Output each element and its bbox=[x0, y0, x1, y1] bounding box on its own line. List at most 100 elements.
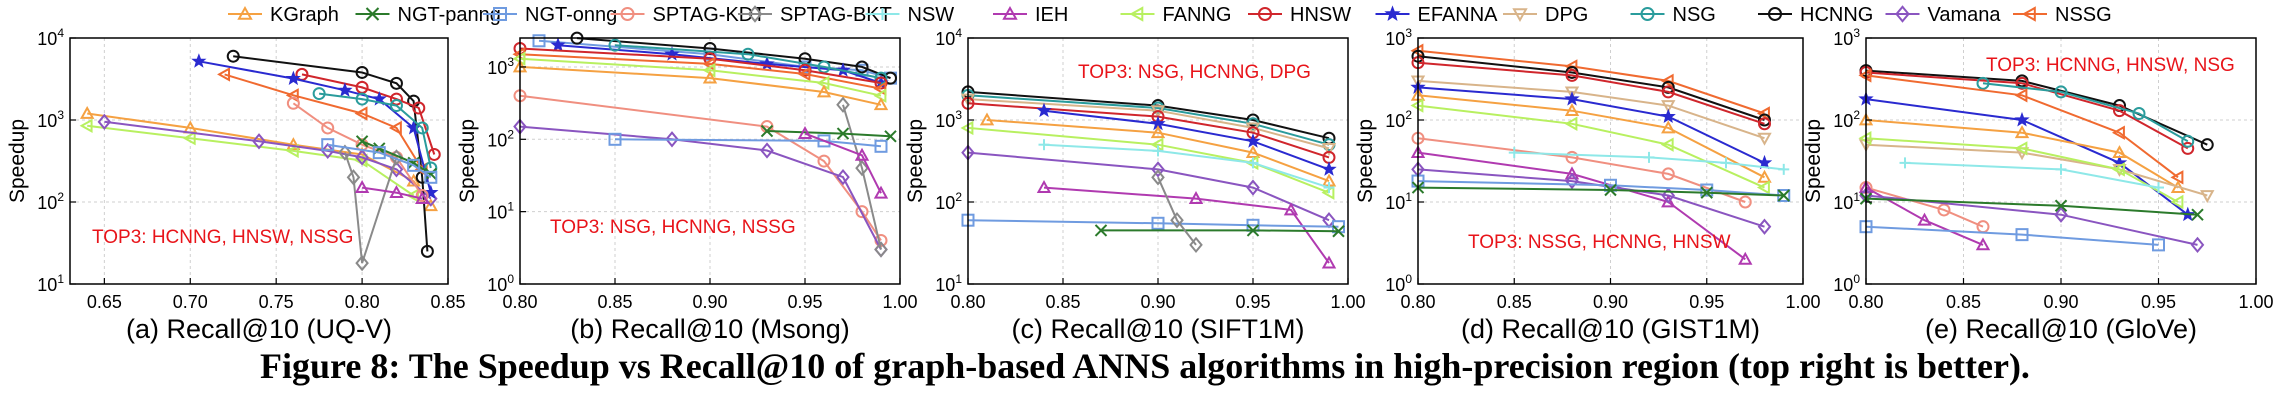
data-point bbox=[286, 137, 301, 151]
y-axis-label: Speedup bbox=[1354, 119, 1377, 203]
data-point bbox=[1151, 169, 1165, 186]
series-ieh bbox=[1036, 180, 1337, 269]
x-tick-label: 1.00 bbox=[2238, 292, 2273, 312]
data-point bbox=[415, 121, 429, 135]
data-point bbox=[1150, 125, 1166, 139]
data-point bbox=[2152, 238, 2165, 252]
legend-item: NSG bbox=[1630, 4, 1716, 26]
data-point bbox=[817, 134, 831, 148]
y-tick-label: 100 bbox=[1385, 272, 1412, 295]
x-tick-label: 0.90 bbox=[1140, 292, 1175, 312]
data-point bbox=[1246, 224, 1260, 237]
legend-label: NGT-onng bbox=[525, 4, 617, 26]
legend-marker bbox=[876, 8, 889, 20]
data-point bbox=[1700, 186, 1713, 199]
data-point bbox=[285, 70, 301, 86]
series-line bbox=[1417, 86, 1765, 164]
data-point bbox=[1661, 194, 1676, 208]
legend-label: SPTAG-BKT bbox=[780, 4, 892, 26]
series-vamana bbox=[1411, 161, 1772, 235]
legend-label: SPTAG-KDT bbox=[653, 4, 766, 26]
data-point bbox=[2054, 206, 2068, 223]
y-tick-label: 102 bbox=[1833, 108, 1860, 131]
x-tick-label: 0.65 bbox=[87, 292, 122, 312]
series-line bbox=[87, 124, 415, 197]
data-point bbox=[1321, 143, 1337, 156]
legend-marker bbox=[493, 7, 507, 21]
series-line bbox=[1417, 94, 1765, 179]
series-line bbox=[1865, 71, 2189, 150]
series-ngt-panng bbox=[1411, 181, 1790, 202]
series-line bbox=[1417, 104, 1765, 189]
legend-label: HCNNG bbox=[1800, 4, 1873, 26]
series-line bbox=[1043, 109, 1330, 171]
data-point bbox=[873, 185, 889, 199]
series-ieh bbox=[797, 126, 889, 199]
data-point bbox=[346, 169, 361, 186]
series-line bbox=[1043, 143, 1330, 189]
series-line bbox=[967, 102, 1330, 159]
data-point bbox=[1323, 182, 1335, 194]
x-tick-label: 1.00 bbox=[1785, 292, 1820, 312]
panel-caption: (e) Recall@10 (GloVe) bbox=[1925, 314, 2197, 344]
data-point bbox=[424, 167, 438, 181]
data-point bbox=[550, 37, 566, 52]
data-point bbox=[1899, 157, 1911, 169]
series-ngt-onng bbox=[1859, 220, 2165, 252]
top3-annotation: TOP3: NSG, HCNNG, NSSG bbox=[550, 217, 796, 238]
data-point bbox=[389, 185, 404, 199]
data-point bbox=[406, 188, 420, 203]
legend-item: EFANNA bbox=[1375, 4, 1498, 26]
data-point bbox=[1036, 180, 1052, 193]
x-tick-label: 0.80 bbox=[345, 292, 380, 312]
data-point bbox=[760, 124, 774, 138]
series-ngt-panng bbox=[1859, 192, 2204, 221]
data-point bbox=[1565, 68, 1579, 82]
series-kgraph bbox=[1410, 87, 1772, 183]
data-point bbox=[415, 189, 429, 203]
series-vamana bbox=[1859, 187, 2205, 254]
data-point bbox=[2055, 163, 2067, 175]
data-point bbox=[741, 47, 755, 61]
data-point bbox=[412, 101, 426, 115]
y-axis-label: Speedup bbox=[456, 119, 479, 203]
series-efanna bbox=[1036, 102, 1337, 176]
legend-label: NGT-panng bbox=[398, 4, 501, 26]
data-point bbox=[337, 82, 353, 97]
chart-panels: 0.65 0.70 0.75 0.80 0.85 101 102 103 104 Speedup T… bbox=[6, 26, 2274, 344]
data-point bbox=[1321, 161, 1337, 176]
data-point bbox=[355, 65, 369, 79]
series-line bbox=[1417, 186, 1784, 197]
series-line bbox=[198, 60, 432, 193]
data-point bbox=[1094, 224, 1108, 237]
data-point bbox=[1661, 85, 1675, 99]
x-tick-label: 0.95 bbox=[2141, 292, 2176, 312]
series-line bbox=[1417, 55, 1765, 121]
series-hcnng bbox=[1859, 64, 2214, 152]
series-line bbox=[1417, 79, 1765, 140]
series-sptag-bkt bbox=[1151, 169, 1203, 254]
data-point bbox=[320, 142, 335, 160]
y-tick-label: 101 bbox=[1833, 190, 1860, 213]
series-line bbox=[1514, 151, 1784, 171]
legend-item: HNSW bbox=[1248, 4, 1351, 26]
data-point bbox=[2200, 138, 2214, 152]
data-point bbox=[532, 34, 546, 48]
data-point bbox=[1247, 157, 1259, 169]
series-dpg bbox=[1410, 75, 1772, 146]
data-point bbox=[1245, 145, 1261, 159]
data-point bbox=[372, 146, 386, 160]
data-point bbox=[355, 254, 369, 272]
data-point bbox=[760, 142, 774, 159]
data-point bbox=[855, 205, 869, 219]
series-line bbox=[614, 138, 882, 148]
data-point bbox=[1757, 132, 1772, 146]
data-point bbox=[1246, 179, 1260, 196]
legend-marker bbox=[2021, 6, 2036, 22]
chart-panel: 0.65 0.70 0.75 0.80 0.85 101 102 103 104 Speedup T… bbox=[6, 26, 466, 344]
legend-marker bbox=[1768, 7, 1782, 21]
series-line bbox=[986, 119, 1330, 183]
legend-item: FANNG bbox=[1120, 4, 1231, 26]
top3-annotation: TOP3: HCNNG, HNSW, NSSG bbox=[92, 227, 353, 248]
data-point bbox=[1661, 120, 1676, 134]
